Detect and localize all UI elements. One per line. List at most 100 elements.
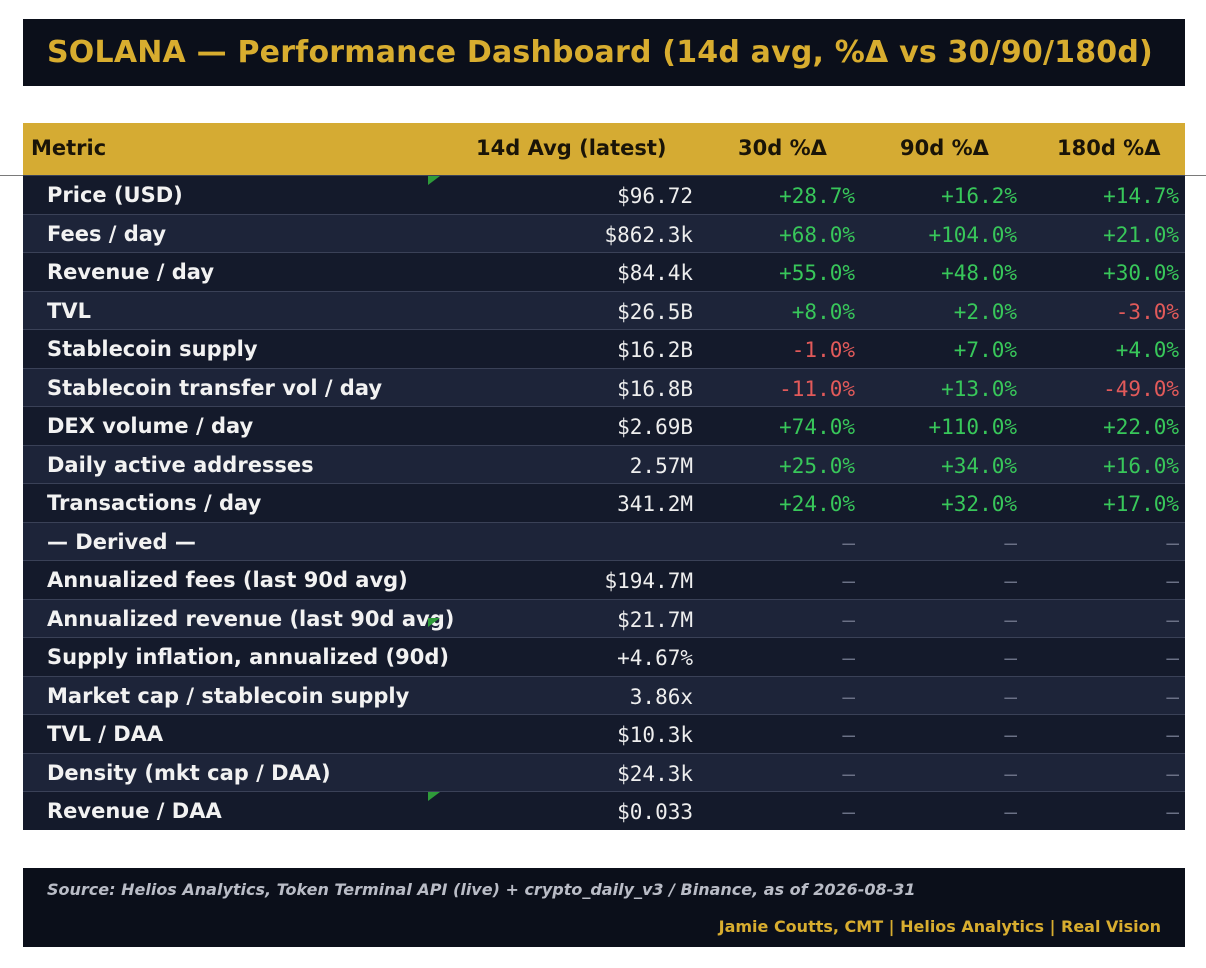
change-30d-cell: – [842,569,855,593]
change-30d-cell: – [842,800,855,824]
table-row: TVL $26.5B +8.0% +2.0% -3.0% [23,290,1185,329]
comment-marker-icon [428,618,440,627]
avg-value-cell: 341.2M [617,492,693,516]
change-90d-cell: – [1004,646,1017,670]
table-body: Price (USD) $96.72 +28.7% +16.2% +14.7% Fees … [23,175,1185,830]
change-180d-cell: – [1166,646,1179,670]
metric-cell: Density (mkt cap / DAA) [47,760,331,785]
change-180d-cell: – [1166,723,1179,747]
change-90d-cell: +34.0% [941,453,1017,478]
change-180d-cell: +4.0% [1115,338,1179,362]
change-30d-cell: +8.0% [791,299,855,324]
change-30d-cell: +68.0% [779,222,855,247]
change-90d-cell: +48.0% [941,261,1017,285]
change-180d-cell: – [1166,607,1179,632]
avg-value-cell: $10.3k [617,723,693,747]
change-180d-cell: +22.0% [1103,415,1179,439]
author-credit: Jamie Coutts, CMT | Helios Analytics | R… [718,917,1161,936]
change-30d-cell: +28.7% [779,184,855,208]
change-180d-cell: – [1166,530,1179,555]
table-row: — Derived — – – – [23,521,1185,560]
table-row: Annualized fees (last 90d avg) $194.7M – – – [23,560,1185,599]
avg-value-cell: $862.3k [604,222,693,247]
change-30d-cell: -11.0% [779,376,855,401]
table-row: Annualized revenue (last 90d avg) $21.7M –… [23,598,1185,637]
change-180d-cell: – [1166,761,1179,786]
metric-cell: Revenue / DAA [47,799,222,823]
change-90d-cell: – [1004,607,1017,632]
change-90d-cell: – [1004,723,1017,747]
change-180d-cell: +14.7% [1103,184,1179,208]
table-row: Density (mkt cap / DAA) $24.3k – – – [23,752,1185,791]
table-row: Fees / day $862.3k +68.0% +104.0% +21.0% [23,213,1185,252]
comment-marker-icon [428,792,440,801]
change-30d-cell: +25.0% [779,453,855,478]
change-30d-cell: – [842,684,855,709]
change-30d-cell: +55.0% [779,261,855,285]
change-180d-cell: +16.0% [1103,453,1179,478]
avg-value-cell: $2.69B [617,415,693,439]
change-90d-cell: +110.0% [928,415,1017,439]
table-row: DEX volume / day $2.69B +74.0% +110.0% +22.0… [23,406,1185,445]
change-180d-cell: -49.0% [1103,376,1179,401]
table-row: TVL / DAA $10.3k – – – [23,714,1185,753]
avg-value-cell: $96.72 [617,184,693,208]
avg-value-cell: $0.033 [617,800,693,824]
table-row: Market cap / stablecoin supply 3.86x – – – [23,675,1185,714]
avg-value-cell: $194.7M [604,569,693,593]
metric-cell: Fees / day [47,221,167,246]
metric-cell: Supply inflation, annualized (90d) [47,645,449,669]
change-90d-cell: +13.0% [941,376,1017,401]
avg-value-cell: 3.86x [629,684,693,709]
avg-value-cell: $16.8B [617,376,693,401]
change-90d-cell: – [1004,684,1017,709]
title-bar: SOLANA — Performance Dashboard (14d avg,… [23,19,1185,86]
change-180d-cell: +30.0% [1103,261,1179,285]
change-90d-cell: +32.0% [941,492,1017,516]
change-180d-cell: +17.0% [1103,492,1179,516]
change-30d-cell: +24.0% [779,492,855,516]
metric-cell: DEX volume / day [47,414,254,438]
table-row: Price (USD) $96.72 +28.7% +16.2% +14.7% [23,175,1185,214]
footer: Source: Helios Analytics, Token Terminal… [23,868,1185,947]
change-180d-cell: +21.0% [1103,222,1179,247]
header-30d-change: 30d %Δ [738,136,827,160]
metrics-table: Metric 14d Avg (latest) 30d %Δ 90d %Δ 18… [23,123,1185,830]
table-row: Stablecoin transfer vol / day $16.8B -11.0… [23,367,1185,406]
change-90d-cell: +2.0% [953,299,1017,324]
metric-cell: TVL [47,298,91,323]
table-row: Revenue / DAA $0.033 – – – [23,791,1185,830]
metric-cell: Annualized fees (last 90d avg) [47,568,408,592]
metric-cell: TVL / DAA [47,722,164,746]
header-metric: Metric [31,136,107,160]
change-30d-cell: +74.0% [779,415,855,439]
metric-cell: Stablecoin supply [47,337,258,361]
change-180d-cell: – [1166,684,1179,709]
avg-value-cell: $21.7M [617,607,693,632]
change-90d-cell: +104.0% [928,222,1017,247]
table-header-row: Metric 14d Avg (latest) 30d %Δ 90d %Δ 18… [23,123,1185,175]
metric-cell: Daily active addresses [47,452,314,477]
table-row: Transactions / day 341.2M +24.0% +32.0% +17.… [23,483,1185,522]
table-row: Daily active addresses 2.57M +25.0% +34.0% +… [23,444,1185,483]
table-row: Revenue / day $84.4k +55.0% +48.0% +30.0% [23,252,1185,291]
change-30d-cell: – [842,723,855,747]
page-title: SOLANA — Performance Dashboard (14d avg,… [47,35,1153,70]
change-90d-cell: – [1004,569,1017,593]
change-90d-cell: – [1004,800,1017,824]
source-note: Source: Helios Analytics, Token Terminal… [47,880,916,899]
metric-cell: Revenue / day [47,260,215,284]
metric-cell: Stablecoin transfer vol / day [47,375,383,400]
header-14d-avg: 14d Avg (latest) [476,136,667,160]
metric-cell: Annualized revenue (last 90d avg) [47,606,455,631]
metric-cell: Price (USD) [47,183,183,207]
header-180d-change: 180d %Δ [1057,136,1161,160]
change-90d-cell: +16.2% [941,184,1017,208]
avg-value-cell: $24.3k [617,761,693,786]
change-180d-cell: – [1166,800,1179,824]
table-row: Stablecoin supply $16.2B -1.0% +7.0% +4.0% [23,329,1185,368]
change-90d-cell: – [1004,761,1017,786]
metric-cell: Market cap / stablecoin supply [47,683,410,708]
avg-value-cell: $26.5B [617,299,693,324]
change-30d-cell: – [842,761,855,786]
